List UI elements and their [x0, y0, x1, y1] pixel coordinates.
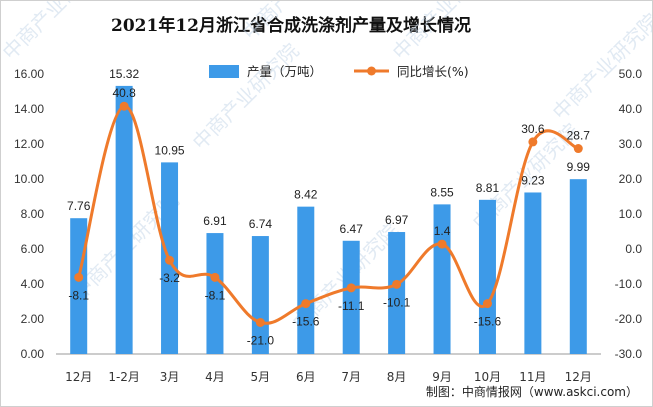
growth-point [210, 272, 220, 282]
bar-value-label: 8.55 [430, 185, 454, 199]
y-left-tick-label: 8.00 [21, 207, 45, 221]
growth-value-label: 1.4 [434, 224, 451, 238]
y-right-tick-label: 0.0 [625, 242, 642, 256]
y-left-tick-label: 6.00 [21, 242, 45, 256]
category-labels: 12月 1-2月 3月 4月 5月 6月 7月 8月 9月 10月 11月 12月 [65, 370, 592, 384]
category-label: 8月 [387, 370, 407, 384]
bar-value-label: 10.95 [155, 143, 185, 157]
y-right-tick-label: 40.0 [619, 102, 643, 116]
growth-point [437, 239, 447, 249]
growth-value-label: 28.7 [567, 129, 591, 143]
bar [524, 192, 542, 354]
growth-value-label: -15.6 [474, 315, 502, 329]
category-label: 6月 [296, 370, 316, 384]
bar-value-label: 6.47 [340, 222, 364, 236]
bar-value-label: 6.74 [249, 217, 273, 231]
watermark-text: 中商产业研究院 [1, 1, 114, 65]
bar-value-label: 6.97 [385, 213, 409, 227]
y-left-tick-label: 4.00 [21, 277, 45, 291]
y-left-tick-label: 12.00 [14, 137, 44, 151]
watermark-text: 中商产业研究院 [388, 1, 504, 65]
category-label: 9月 [432, 370, 452, 384]
bar [342, 240, 360, 354]
legend-bar-swatch [209, 65, 239, 78]
bar [478, 199, 496, 354]
bar-value-label: 8.81 [476, 181, 500, 195]
y-left-tick-label: 2.00 [21, 312, 45, 326]
growth-point [301, 299, 311, 309]
growth-value-label: -15.6 [292, 315, 320, 329]
y-left-tick-label: 0.00 [21, 347, 45, 361]
category-label: 5月 [251, 370, 271, 384]
y-right-tick-label: 50.0 [619, 67, 643, 81]
y-right-tick-label: -20.0 [615, 312, 643, 326]
legend-line-marker [367, 66, 376, 76]
bar [433, 204, 451, 354]
y-right-tick-label: 10.0 [619, 207, 643, 221]
source-note: 制图：中商情报网（www.askci.com） [426, 384, 638, 399]
watermark-text: 中商产业研究院 [238, 1, 354, 45]
y-left-tick-label: 14.00 [14, 102, 44, 116]
bar [388, 232, 406, 354]
growth-value-label: -11.1 [338, 299, 365, 313]
growth-point [392, 279, 402, 289]
category-label: 12月 [65, 370, 92, 384]
growth-value-label: -21.0 [247, 334, 275, 348]
growth-value-label: 40.8 [112, 86, 136, 100]
growth-value-label: -8.1 [205, 288, 226, 302]
bar-value-label: 6.91 [203, 214, 227, 228]
category-label: 12月 [565, 370, 592, 384]
growth-point [346, 283, 356, 293]
y-right-tick-label: 30.0 [619, 137, 643, 151]
category-label: 7月 [341, 370, 361, 384]
growth-point [165, 255, 175, 265]
growth-value-label: 30.6 [521, 122, 545, 136]
watermark-layer: 中商产业研究院中商产业研究院中商产业研究院中商产业研究院中商产业研究院中商产业研… [1, 1, 652, 335]
legend-line-label: 同比增长(%) [397, 64, 469, 79]
growth-value-label: -8.1 [68, 288, 89, 302]
bar-value-label: 9.23 [521, 173, 545, 187]
bar-value-label: 15.32 [109, 67, 139, 81]
axes: 0.00 2.00 4.00 6.00 8.00 10.00 12.00 14.00 16.00… [14, 67, 642, 361]
legend: 产量（万吨） 同比增长(%) [209, 64, 469, 79]
line-data-labels: -8.1 40.8 -3.2 -8.1 -21.0 -15.6 -11.1 -10.1 1.4 -… [68, 86, 590, 347]
y-right-tick-label: 20.0 [619, 172, 643, 186]
bar [297, 206, 315, 354]
y-left-tick-label: 16.00 [14, 67, 44, 81]
category-label: 3月 [160, 370, 180, 384]
y-left-tick-label: 10.00 [14, 172, 44, 186]
bar-value-label: 9.99 [567, 160, 591, 174]
bar-value-label: 8.42 [294, 188, 318, 202]
legend-bar-label: 产量（万吨） [247, 64, 322, 79]
growth-line [77, 104, 579, 325]
bar [206, 233, 224, 354]
growth-value-label: -10.1 [383, 295, 411, 309]
growth-value-label: -3.2 [159, 271, 180, 285]
bar [115, 85, 133, 355]
bar [70, 218, 88, 354]
growth-point [119, 101, 129, 111]
bar [569, 179, 587, 354]
category-label: 11月 [519, 370, 546, 384]
growth-point [573, 144, 583, 154]
growth-point [74, 272, 84, 282]
y-right-tick-label: -10.0 [615, 277, 643, 291]
category-label: 4月 [205, 370, 225, 384]
growth-point [528, 137, 538, 147]
growth-point [255, 318, 265, 327]
bar-value-label: 7.76 [67, 199, 91, 213]
watermark-text: 中商产业研究院 [188, 39, 304, 155]
category-label: 1-2月 [108, 370, 140, 384]
growth-point [482, 299, 492, 309]
line-series [74, 101, 583, 327]
category-label: 10月 [474, 370, 501, 384]
y-right-tick-label: -30.0 [615, 347, 643, 361]
bar-data-labels: 7.76 15.32 10.95 6.91 6.74 8.42 6.47 6.97 8.55 8.… [67, 67, 590, 236]
chart-title: 2021年12月浙江省合成洗涤剂产量及增长情况 [111, 16, 471, 36]
